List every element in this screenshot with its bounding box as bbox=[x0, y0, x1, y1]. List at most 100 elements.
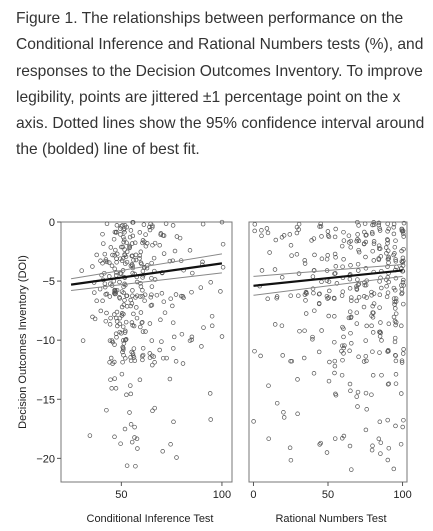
data-point bbox=[112, 434, 117, 440]
data-point bbox=[274, 400, 280, 406]
data-point bbox=[121, 347, 126, 352]
data-point bbox=[112, 342, 117, 347]
data-point bbox=[311, 236, 317, 241]
data-point bbox=[326, 279, 332, 284]
data-point bbox=[171, 346, 176, 351]
data-point bbox=[325, 229, 331, 234]
data-point bbox=[385, 417, 390, 423]
data-point bbox=[386, 279, 391, 285]
data-point bbox=[124, 392, 129, 398]
data-point bbox=[346, 315, 352, 321]
data-point bbox=[265, 230, 271, 236]
data-point bbox=[399, 323, 404, 329]
data-point bbox=[317, 442, 322, 447]
data-point bbox=[332, 370, 337, 376]
data-point bbox=[331, 295, 337, 301]
data-point bbox=[326, 313, 331, 319]
data-point bbox=[157, 347, 162, 353]
data-point bbox=[110, 252, 115, 258]
data-point bbox=[92, 290, 97, 295]
data-point bbox=[138, 249, 144, 255]
y-tick-label: −20 bbox=[36, 453, 55, 465]
data-point bbox=[147, 224, 152, 230]
data-point bbox=[386, 254, 391, 260]
data-point bbox=[138, 281, 143, 286]
data-point bbox=[401, 283, 406, 288]
data-point bbox=[356, 249, 362, 255]
data-point bbox=[379, 285, 384, 291]
data-point bbox=[354, 298, 359, 304]
data-point bbox=[354, 284, 359, 289]
ci-upper-line bbox=[70, 253, 223, 280]
data-point bbox=[355, 404, 360, 409]
data-point bbox=[377, 329, 383, 335]
data-point bbox=[122, 298, 127, 303]
data-point bbox=[401, 347, 406, 352]
data-point bbox=[371, 241, 377, 247]
data-point bbox=[94, 298, 99, 304]
data-point bbox=[376, 220, 382, 226]
data-point bbox=[363, 233, 369, 238]
data-point bbox=[401, 277, 406, 283]
data-point bbox=[140, 319, 145, 325]
data-point bbox=[310, 286, 316, 291]
data-point bbox=[124, 463, 130, 468]
data-point bbox=[131, 311, 136, 317]
data-point bbox=[341, 334, 346, 340]
data-point bbox=[179, 331, 185, 337]
data-point bbox=[349, 295, 354, 300]
data-point bbox=[79, 268, 84, 273]
data-point bbox=[356, 354, 361, 360]
data-point bbox=[140, 352, 146, 358]
data-point bbox=[117, 296, 123, 301]
data-point bbox=[149, 275, 154, 281]
data-point bbox=[376, 256, 381, 261]
data-point bbox=[138, 324, 143, 330]
data-point bbox=[288, 293, 293, 298]
data-point bbox=[295, 411, 300, 417]
data-point bbox=[347, 286, 353, 291]
data-point bbox=[142, 298, 147, 303]
data-point bbox=[112, 288, 118, 294]
data-point bbox=[252, 348, 257, 354]
data-point bbox=[386, 321, 392, 327]
data-point bbox=[139, 353, 145, 359]
data-point bbox=[114, 335, 119, 340]
data-point bbox=[137, 256, 142, 261]
data-point bbox=[346, 233, 352, 238]
data-point bbox=[347, 348, 352, 354]
ci-lower-line bbox=[253, 275, 403, 296]
data-point bbox=[131, 355, 137, 360]
data-point bbox=[143, 232, 148, 237]
data-point bbox=[272, 267, 278, 272]
data-point bbox=[393, 322, 398, 328]
data-point bbox=[377, 334, 383, 339]
data-point bbox=[134, 436, 140, 442]
data-point bbox=[332, 339, 337, 345]
data-point bbox=[318, 440, 323, 446]
data-point bbox=[92, 316, 98, 322]
data-point bbox=[370, 373, 376, 378]
data-point bbox=[189, 334, 195, 340]
data-point bbox=[311, 290, 316, 296]
data-point bbox=[385, 256, 391, 262]
data-point bbox=[399, 290, 405, 296]
data-point bbox=[152, 360, 157, 365]
data-point bbox=[355, 389, 361, 395]
data-point bbox=[327, 288, 332, 294]
data-point bbox=[103, 257, 109, 262]
data-point bbox=[332, 358, 338, 364]
data-point bbox=[114, 223, 120, 228]
data-point bbox=[121, 237, 127, 242]
data-point bbox=[339, 348, 344, 354]
data-point bbox=[288, 243, 294, 248]
data-point bbox=[147, 351, 153, 356]
data-point bbox=[90, 264, 95, 269]
data-point bbox=[356, 238, 362, 244]
data-point bbox=[144, 241, 150, 246]
data-point bbox=[140, 275, 145, 280]
data-point bbox=[133, 252, 139, 258]
data-point bbox=[385, 248, 391, 254]
data-point bbox=[355, 232, 360, 237]
data-point bbox=[130, 233, 136, 239]
